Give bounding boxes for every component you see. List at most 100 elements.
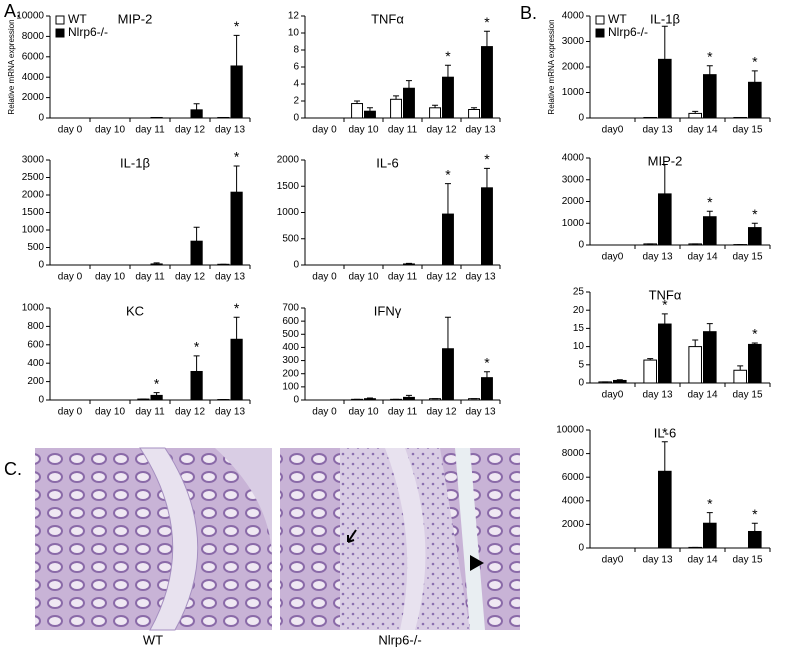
bar <box>481 187 493 266</box>
error-bar <box>405 394 412 398</box>
error-bar <box>483 371 490 378</box>
bar <box>442 213 454 266</box>
y-tick-label: 2000 <box>562 196 585 207</box>
bar-chart: 0 1000 2000 3000 4000 day0 day 13 day 14 * day 15… <box>562 153 771 263</box>
bar-chart: 0 200 400 600 800 1000 day 0 day 10 day 11 * day 1… <box>22 300 251 418</box>
y-axis-label: Relative mRNA expression <box>547 19 556 114</box>
significance-marker: * <box>484 14 490 30</box>
legend-label: WT <box>68 12 87 26</box>
error-bar <box>661 25 668 60</box>
error-bar <box>471 107 478 110</box>
chart-title: IL-6 <box>376 155 398 170</box>
x-tick-label: day 13 <box>642 125 672 136</box>
error-bar <box>692 110 699 114</box>
x-tick-label: day 12 <box>426 272 456 283</box>
x-tick-label: day 0 <box>312 407 337 418</box>
y-tick-label: 3000 <box>562 36 585 47</box>
error-bar <box>706 210 713 217</box>
significance-marker: * <box>662 297 668 313</box>
y-tick-label: 200 <box>27 376 44 387</box>
significance-marker: * <box>154 375 160 391</box>
y-tick-label: 700 <box>282 303 299 314</box>
bar <box>658 323 672 384</box>
error-bar <box>153 262 160 264</box>
bar <box>703 216 717 246</box>
y-tick-label: 1000 <box>562 87 585 98</box>
y-tick-label: 10000 <box>16 11 44 22</box>
y-tick-label: 2000 <box>277 155 300 166</box>
image-label: Nlrp6-/- <box>378 632 421 647</box>
error-bar <box>444 183 451 215</box>
x-tick-label: day0 <box>602 252 624 263</box>
x-tick-label: day0 <box>602 555 624 566</box>
x-tick-label: day 10 <box>348 272 378 283</box>
chart-title: KC <box>126 303 144 318</box>
legend-swatch <box>55 28 65 38</box>
error-bar <box>751 70 758 83</box>
x-tick-label: day 12 <box>175 272 205 283</box>
bar <box>190 240 203 266</box>
x-tick-label: day 13 <box>465 125 495 136</box>
error-bar <box>233 316 240 340</box>
bar <box>230 338 243 401</box>
bar <box>658 58 672 119</box>
panel-label: B. <box>520 3 537 23</box>
significance-marker: * <box>752 206 758 222</box>
y-tick-label: 0 <box>293 260 299 271</box>
bar <box>613 379 627 384</box>
x-tick-label: day 12 <box>175 125 205 136</box>
chart-title: TNFα <box>371 11 404 26</box>
y-tick-label: 1000 <box>22 225 45 236</box>
bar <box>403 396 415 401</box>
x-tick-label: day 10 <box>95 272 125 283</box>
y-tick-label: 3000 <box>562 174 585 185</box>
x-tick-label: day 10 <box>95 407 125 418</box>
panel-label: A. <box>4 1 21 21</box>
bar-chart: 0 2 4 6 8 10 12 day 0 day 10 day 11 day 12 * day 13 *… <box>288 11 501 136</box>
y-tick-label: 8000 <box>22 31 45 42</box>
bar <box>733 369 748 384</box>
error-bar <box>706 512 713 524</box>
histology-nlrp6 <box>280 448 520 630</box>
error-bar <box>647 358 654 361</box>
y-tick-label: 8 <box>293 45 299 56</box>
x-tick-label: day 0 <box>58 125 83 136</box>
y-tick-label: 0 <box>578 240 584 251</box>
x-tick-label: day 14 <box>687 252 717 263</box>
y-tick-label: 4 <box>293 79 299 90</box>
y-tick-label: 1500 <box>22 207 45 218</box>
image-label: WT <box>143 632 163 647</box>
error-bar <box>751 342 758 345</box>
y-tick-label: 4000 <box>562 11 585 22</box>
x-tick-label: day 13 <box>642 252 672 263</box>
y-tick-label: 2000 <box>562 519 585 530</box>
y-tick-label: 0 <box>578 378 584 389</box>
bar <box>643 359 658 384</box>
bar-chart: 0 1000 2000 3000 4000 day0 day 13 day 14 * day 15… <box>547 11 771 136</box>
bar <box>403 263 415 266</box>
error-bar <box>233 34 240 66</box>
bar <box>351 103 363 119</box>
significance-marker: * <box>234 300 240 316</box>
significance-marker: * <box>707 48 713 64</box>
bar <box>429 107 441 119</box>
y-tick-label: 2000 <box>562 62 585 73</box>
error-bar <box>661 441 668 472</box>
legend-label: Nlrp6-/- <box>68 25 108 39</box>
y-tick-label: 4000 <box>22 72 45 83</box>
bar <box>688 346 703 384</box>
y-tick-label: 800 <box>27 321 44 332</box>
bar <box>658 470 672 549</box>
y-tick-label: 300 <box>282 355 299 366</box>
x-tick-label: day 14 <box>687 390 717 401</box>
histology-wt <box>35 447 272 631</box>
chart-title: IL-1β <box>120 155 150 170</box>
x-tick-label: day 15 <box>732 390 762 401</box>
x-tick-label: day 10 <box>348 407 378 418</box>
error-bar <box>193 226 200 242</box>
x-tick-label: day 13 <box>642 555 672 566</box>
error-bar <box>444 64 451 78</box>
y-tick-label: 6 <box>293 62 299 73</box>
